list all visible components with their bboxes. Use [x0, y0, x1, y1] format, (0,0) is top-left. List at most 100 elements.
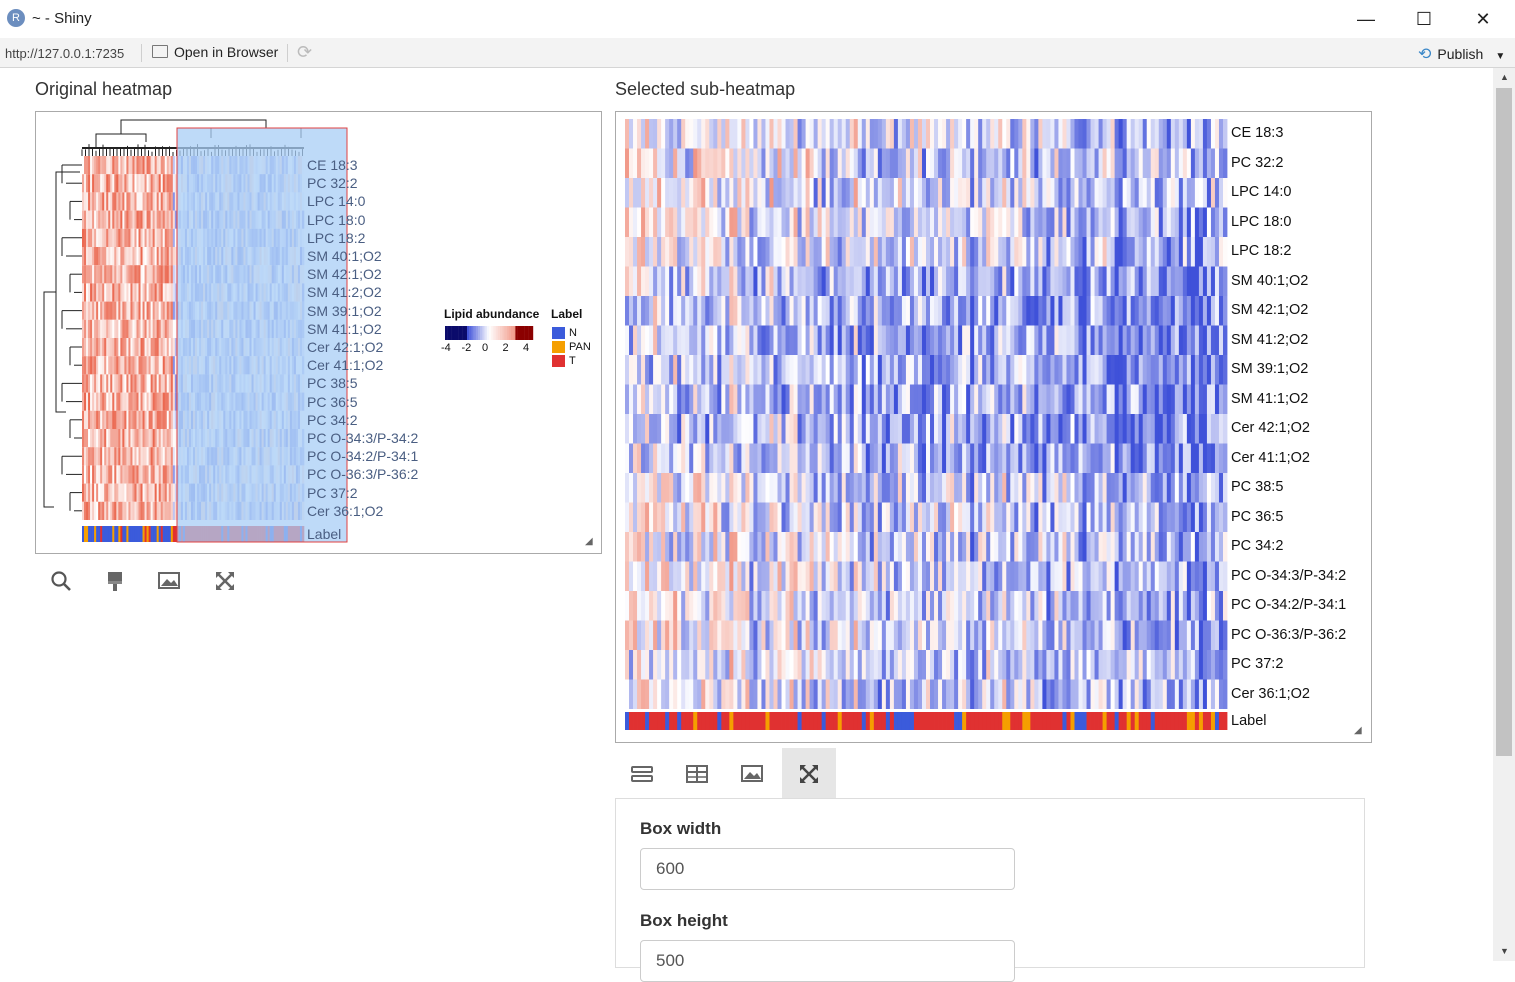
- heatmap-cell: [1131, 503, 1135, 533]
- heatmap-cell: [721, 503, 725, 533]
- heatmap-cell: [1058, 237, 1062, 267]
- legend-swatch: [552, 341, 565, 353]
- heatmap-cell: [721, 296, 725, 326]
- minimize-button[interactable]: —: [1343, 4, 1389, 34]
- legend-entry-label: T: [569, 355, 576, 367]
- heatmap-cell: [725, 237, 729, 267]
- heatmap-cell: [1038, 385, 1042, 415]
- heatmap-cell: [126, 283, 128, 301]
- heatmap-cell: [1171, 267, 1175, 297]
- heatmap-cell: [641, 473, 645, 503]
- heatmap-cell: [1163, 208, 1167, 238]
- heatmap-cell: [1115, 149, 1119, 179]
- heatmap-cell: [657, 237, 661, 267]
- heatmap-cell: [112, 174, 114, 192]
- heatmap-cell: [92, 283, 94, 301]
- heatmap-cell: [139, 356, 141, 374]
- close-button[interactable]: ✕: [1460, 4, 1506, 34]
- heatmap-cell: [653, 503, 657, 533]
- image-icon[interactable]: [158, 570, 182, 598]
- heatmap-cell: [130, 211, 132, 229]
- refresh-icon[interactable]: ⟳: [297, 42, 312, 63]
- annotation-cell: [98, 526, 100, 542]
- heatmap-cell: [902, 414, 906, 444]
- heatmap-cell: [1103, 149, 1107, 179]
- resize-handle-icon[interactable]: ◢: [585, 536, 593, 547]
- heatmap-cell: [118, 174, 120, 192]
- heatmap-cell: [838, 208, 842, 238]
- heatmap-cell: [94, 447, 96, 465]
- expand-icon[interactable]: [214, 570, 236, 598]
- annotation-cell: [147, 526, 149, 542]
- heatmap-cell: [1087, 355, 1091, 385]
- publish-button[interactable]: ⟲Publish▼: [1418, 44, 1505, 64]
- heatmap-cell: [1159, 562, 1163, 592]
- heatmap-cell: [112, 484, 114, 502]
- scroll-down-arrow-icon[interactable]: ▼: [1500, 946, 1509, 956]
- heatmap-cell: [822, 444, 826, 474]
- heatmap-cell: [139, 374, 141, 392]
- heatmap-cell: [717, 149, 721, 179]
- heatmap-cell: [1219, 119, 1223, 149]
- heatmap-cell: [157, 192, 159, 210]
- heatmap-cell: [778, 414, 782, 444]
- heatmap-cell: [1179, 149, 1183, 179]
- heatmap-cell: [136, 247, 138, 265]
- heatmap-cell: [1127, 267, 1131, 297]
- heatmap-cell: [713, 119, 717, 149]
- heatmap-cell: [685, 237, 689, 267]
- heatmap-cell: [697, 178, 701, 208]
- heatmap-cell: [126, 211, 128, 229]
- heatmap-cell: [1050, 473, 1054, 503]
- heatmap-cell: [143, 484, 145, 502]
- heatmap-cell: [649, 208, 653, 238]
- heatmap-cell: [128, 502, 130, 520]
- heatmap-cell: [1151, 119, 1155, 149]
- heatmap-cell: [954, 267, 958, 297]
- heatmap-cell: [1079, 532, 1083, 562]
- open-in-browser-button[interactable]: Open in Browser: [152, 44, 278, 60]
- heatmap-cell: [729, 208, 733, 238]
- heatmap-cell: [725, 473, 729, 503]
- heatmap-cell: [1038, 149, 1042, 179]
- heatmap-cell: [950, 149, 954, 179]
- scroll-up-arrow-icon[interactable]: ▲: [1500, 72, 1509, 82]
- heatmap-cell: [1203, 473, 1207, 503]
- url-text[interactable]: http://127.0.0.1:7235: [5, 46, 124, 61]
- heatmap-cell: [701, 532, 705, 562]
- search-icon[interactable]: [50, 570, 72, 598]
- original-row-label: CE 18:3: [307, 157, 358, 173]
- scrollbar-thumb[interactable]: [1496, 88, 1512, 756]
- legend-colorbar-segment: [471, 326, 473, 340]
- chevron-down-icon[interactable]: ▼: [1495, 51, 1505, 62]
- heatmap-cell: [1034, 237, 1038, 267]
- heatmap-cell: [629, 473, 633, 503]
- heatmap-cell: [1030, 149, 1034, 179]
- heatmap-cell: [114, 393, 116, 411]
- heatmap-cell: [1087, 503, 1091, 533]
- heatmap-cell: [1207, 562, 1211, 592]
- heatmap-cell: [1010, 503, 1014, 533]
- heatmap-cell: [169, 447, 171, 465]
- brush-icon[interactable]: [105, 570, 127, 598]
- heatmap-cell: [1091, 414, 1095, 444]
- heatmap-cell: [104, 174, 106, 192]
- annotation-cell: [102, 526, 104, 542]
- heatmap-cell: [990, 296, 994, 326]
- heatmap-cell: [858, 385, 862, 415]
- heatmap-cell: [874, 355, 878, 385]
- original-row-label: Cer 41:1;O2: [307, 357, 383, 373]
- heatmap-cell: [878, 444, 882, 474]
- heatmap-cell: [858, 237, 862, 267]
- heatmap-cell: [798, 149, 802, 179]
- maximize-button[interactable]: ☐: [1401, 4, 1447, 34]
- heatmap-cell: [1183, 119, 1187, 149]
- heatmap-cell: [874, 503, 878, 533]
- heatmap-cell: [1207, 503, 1211, 533]
- heatmap-cell: [850, 591, 854, 621]
- heatmap-cell: [1103, 473, 1107, 503]
- heatmap-cell: [782, 444, 786, 474]
- heatmap-cell: [802, 208, 806, 238]
